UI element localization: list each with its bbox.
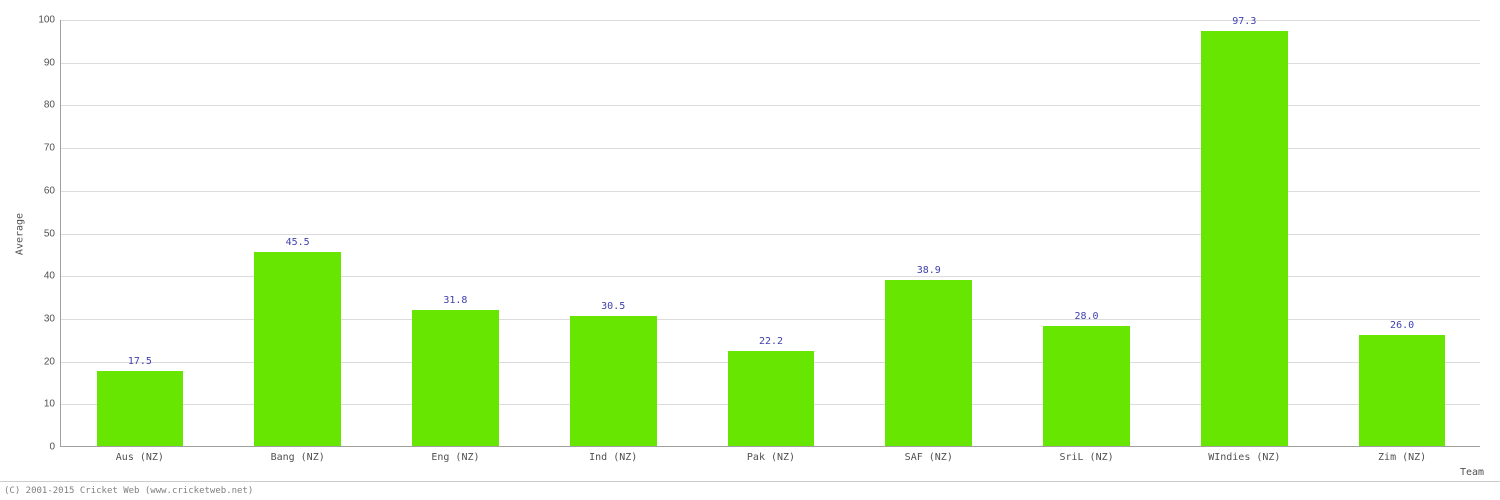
gridline: [61, 20, 1480, 21]
bar: 38.9: [885, 280, 972, 446]
x-tick-label: Pak (NZ): [747, 446, 795, 463]
bar-value-label: 45.5: [286, 237, 310, 252]
y-tick-label: 100: [38, 15, 61, 26]
bar: 17.5: [97, 371, 184, 446]
bar-chart: 010203040506070809010017.5Aus (NZ)45.5Ba…: [0, 0, 1500, 500]
y-tick-label: 0: [49, 442, 61, 453]
bar: 97.3: [1201, 31, 1288, 446]
bar-value-label: 28.0: [1074, 311, 1098, 326]
bar-value-label: 17.5: [128, 356, 152, 371]
bar: 26.0: [1359, 335, 1446, 446]
copyright-text: (C) 2001-2015 Cricket Web (www.cricketwe…: [4, 486, 253, 496]
bar-value-label: 26.0: [1390, 320, 1414, 335]
bar-value-label: 22.2: [759, 336, 783, 351]
y-tick-label: 30: [44, 313, 61, 324]
y-tick-label: 10: [44, 399, 61, 410]
y-tick-label: 20: [44, 356, 61, 367]
x-axis-title: Team: [1460, 467, 1484, 478]
bar: 30.5: [570, 316, 657, 446]
bar-value-label: 30.5: [601, 301, 625, 316]
x-tick-label: SriL (NZ): [1059, 446, 1113, 463]
y-tick-label: 40: [44, 271, 61, 282]
y-tick-label: 60: [44, 185, 61, 196]
x-tick-label: Eng (NZ): [431, 446, 479, 463]
x-tick-label: Zim (NZ): [1378, 446, 1426, 463]
x-tick-label: SAF (NZ): [905, 446, 953, 463]
bar: 22.2: [728, 351, 815, 446]
y-tick-label: 90: [44, 57, 61, 68]
plot-area: 010203040506070809010017.5Aus (NZ)45.5Ba…: [60, 20, 1480, 447]
bar: 28.0: [1043, 326, 1130, 446]
bar: 31.8: [412, 310, 499, 446]
bar-value-label: 31.8: [443, 295, 467, 310]
y-tick-label: 70: [44, 143, 61, 154]
bar-value-label: 38.9: [917, 265, 941, 280]
x-tick-label: Aus (NZ): [116, 446, 164, 463]
x-tick-label: Ind (NZ): [589, 446, 637, 463]
x-tick-label: Bang (NZ): [271, 446, 325, 463]
y-tick-label: 80: [44, 100, 61, 111]
y-axis-title: Average: [15, 212, 26, 254]
bar: 45.5: [254, 252, 341, 446]
x-tick-label: WIndies (NZ): [1208, 446, 1280, 463]
bar-value-label: 97.3: [1232, 16, 1256, 31]
y-tick-label: 50: [44, 228, 61, 239]
footer-divider: [0, 481, 1500, 482]
